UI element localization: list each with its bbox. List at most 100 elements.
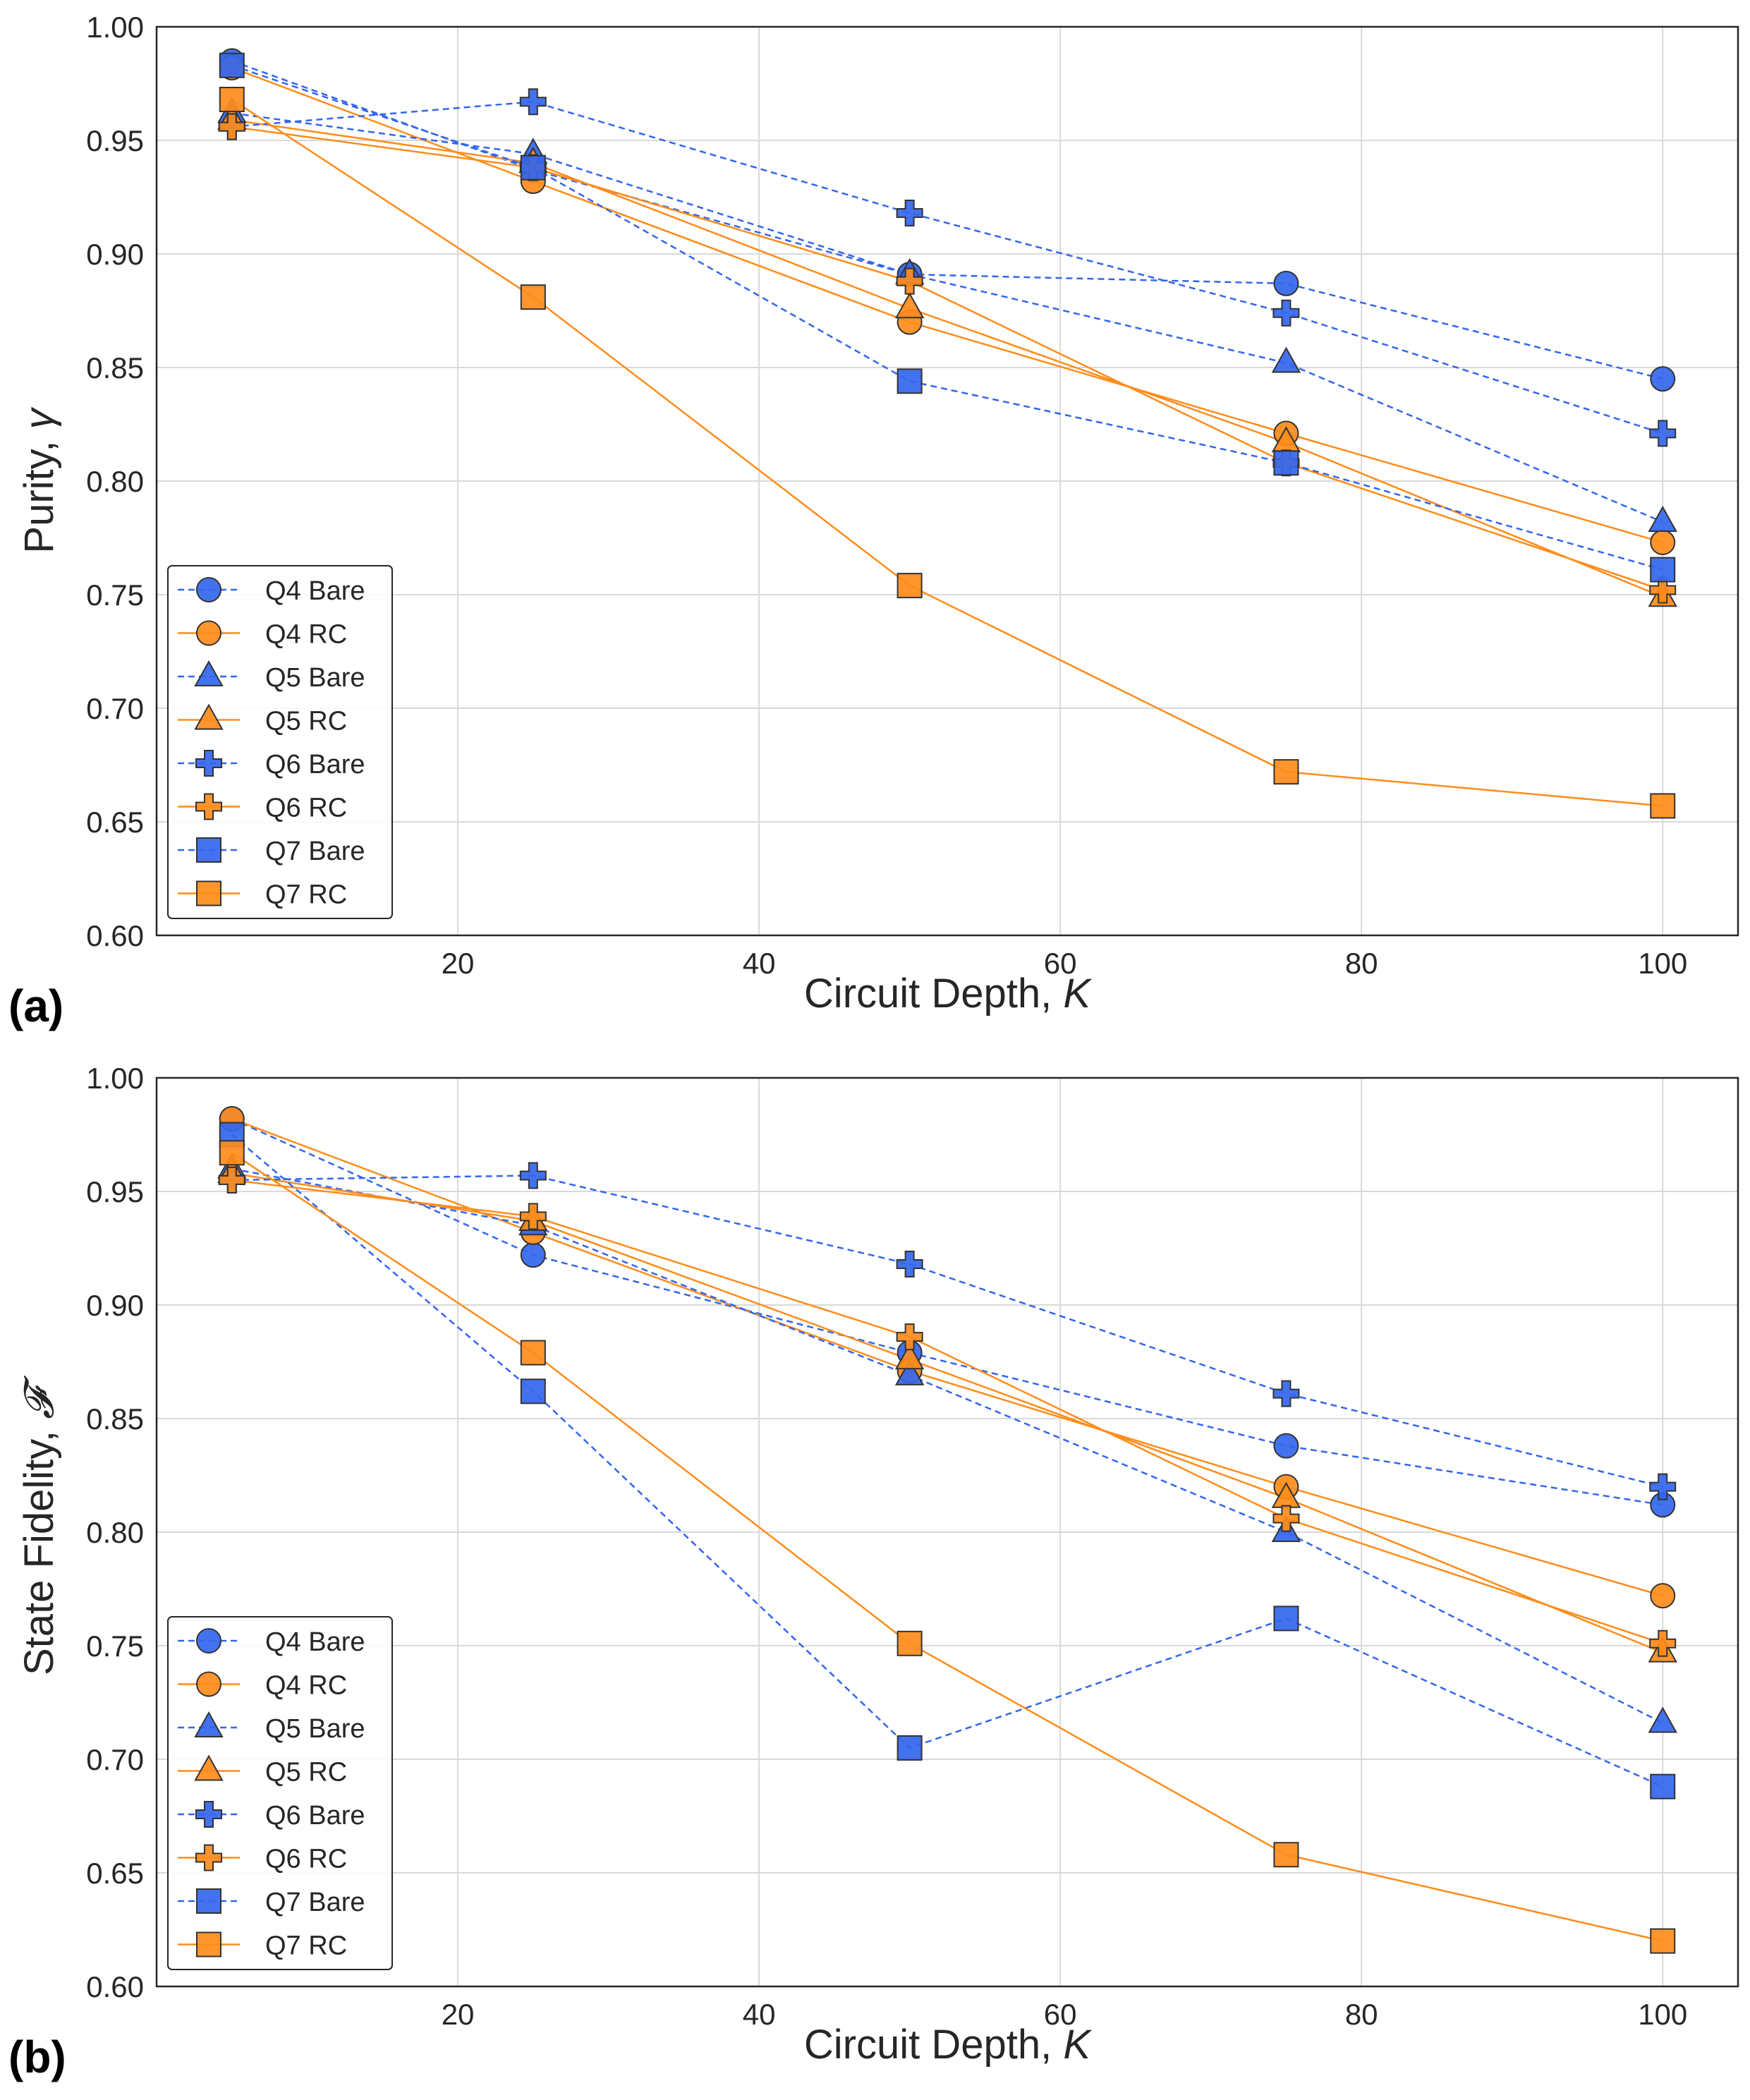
panel-label: (a)	[8, 981, 63, 1031]
legend-entry: Q6 RC	[178, 793, 347, 823]
y-tick-label: 0.85	[86, 351, 144, 384]
legend-entry: Q7 RC	[178, 880, 347, 910]
legend-marker	[194, 1754, 224, 1781]
data-point	[1272, 299, 1300, 327]
legend-entry: Q4 Bare	[178, 1627, 365, 1657]
data-point	[1649, 576, 1677, 604]
series-line-q7-bare	[231, 64, 1663, 571]
legend-label: Q4 Bare	[265, 576, 365, 606]
legend: Q4 Bare Q4 RC Q5 Bare Q5 RC Q6 Bare Q6 RC Q7 B…	[167, 1616, 393, 1970]
legend-box	[167, 1616, 393, 1970]
x-tick-label: 80	[1345, 1998, 1378, 2031]
data-point	[894, 1359, 925, 1385]
legend-label: Q6 RC	[265, 794, 347, 823]
data-point	[1273, 1842, 1299, 1868]
data-point	[219, 1140, 245, 1166]
x-tick-label: 20	[442, 1998, 475, 2031]
legend-entry: Q7 Bare	[178, 1888, 365, 1917]
legend-entry: Q5 RC	[178, 1754, 347, 1788]
axes-frame	[155, 25, 1739, 937]
panel-b: 20 40 60 80 100 0.60 0.65 0.70 0.75 0.80 0.85 0.90 0…	[8, 1062, 1739, 2082]
legend-label: Q5 RC	[265, 707, 347, 736]
legend-marker	[196, 577, 221, 602]
data-point	[218, 113, 245, 140]
legend-label: Q7 Bare	[265, 837, 365, 866]
data-point	[1650, 529, 1676, 555]
data-point	[1650, 557, 1676, 583]
data-point	[897, 573, 923, 599]
legend-entry: Q4 RC	[178, 1671, 347, 1701]
y-tick-label: 0.65	[86, 806, 144, 839]
legend-entry: Q4 RC	[178, 620, 347, 650]
data-point	[520, 1340, 546, 1366]
panel-label: (b)	[8, 2032, 66, 2082]
legend-label: Q5 RC	[265, 1758, 347, 1788]
legend-entry: Q4 Bare	[178, 576, 365, 606]
data-point	[896, 267, 923, 295]
x-tick-label: 20	[442, 947, 475, 980]
x-tick-label: 80	[1345, 947, 1378, 980]
x-axis-label: Circuit Depth, K	[804, 971, 1092, 1016]
data-point	[1273, 759, 1299, 785]
y-tick-label: 0.80	[86, 465, 144, 498]
y-axis-label: Purity, γ	[16, 406, 62, 553]
legend-label: Q4 RC	[265, 620, 347, 650]
legend-marker	[195, 1801, 222, 1828]
data-point	[1648, 1706, 1677, 1733]
y-tick-label: 1.00	[86, 11, 144, 44]
data-point	[520, 154, 546, 181]
data-point	[1650, 793, 1676, 819]
data-point	[1273, 1606, 1299, 1632]
data-point	[896, 1251, 923, 1278]
data-point	[897, 1630, 923, 1656]
legend-entry: Q6 Bare	[178, 750, 365, 779]
legend-marker	[196, 837, 221, 863]
legend-entry: Q6 Bare	[178, 1801, 365, 1831]
y-axis-label: State Fidelity, 𝓕	[16, 1375, 62, 1675]
data-point	[519, 1203, 547, 1230]
y-tick-label: 0.70	[86, 1743, 144, 1776]
legend-marker	[196, 1671, 221, 1697]
series-markers-q7-bare	[219, 1122, 1676, 1799]
x-tick-label: 100	[1638, 947, 1687, 980]
data-point	[519, 1162, 547, 1189]
data-point	[520, 284, 546, 310]
x-tick-label: 60	[1044, 1998, 1077, 2031]
data-point	[894, 1343, 925, 1370]
y-tick-label: 0.90	[86, 238, 144, 271]
legend-label: Q7 RC	[265, 1931, 347, 1961]
data-point	[1271, 346, 1301, 373]
data-point	[218, 1166, 245, 1194]
data-point	[1650, 366, 1676, 392]
legend-label: Q7 Bare	[265, 1888, 365, 1917]
data-point	[1273, 270, 1299, 296]
legend-label: Q6 RC	[265, 1845, 347, 1874]
series-markers-q7-rc	[219, 87, 1676, 819]
data-point	[519, 88, 547, 116]
legend-entry: Q7 Bare	[178, 837, 365, 866]
series-markers-q7-rc	[219, 1140, 1676, 1954]
data-point	[1650, 1773, 1676, 1799]
series-markers-q7-bare	[219, 52, 1676, 583]
legend-marker	[196, 1628, 221, 1653]
x-tick-label: 40	[743, 947, 776, 980]
y-tick-label: 0.60	[86, 1970, 144, 2003]
panel-a: 20 40 60 80 100 0.60 0.65 0.70 0.75 0.80 0.85 0.90 0…	[8, 11, 1739, 1031]
y-tick-label: 0.80	[86, 1516, 144, 1549]
legend-marker	[195, 750, 222, 777]
data-point	[1649, 1473, 1677, 1500]
data-point	[219, 52, 245, 78]
legend-marker	[196, 620, 221, 646]
x-tick-label: 40	[743, 1998, 776, 2031]
legend-entry: Q5 Bare	[178, 1711, 365, 1744]
axes-frame	[155, 1076, 1739, 1988]
y-tick-label: 0.90	[86, 1289, 144, 1322]
legend-marker	[194, 660, 224, 686]
legend-marker	[195, 1844, 222, 1871]
data-point	[896, 200, 923, 227]
data-point	[1649, 1629, 1677, 1657]
data-point	[1650, 1928, 1676, 1954]
data-point	[1650, 1583, 1676, 1609]
data-point	[1648, 505, 1677, 532]
